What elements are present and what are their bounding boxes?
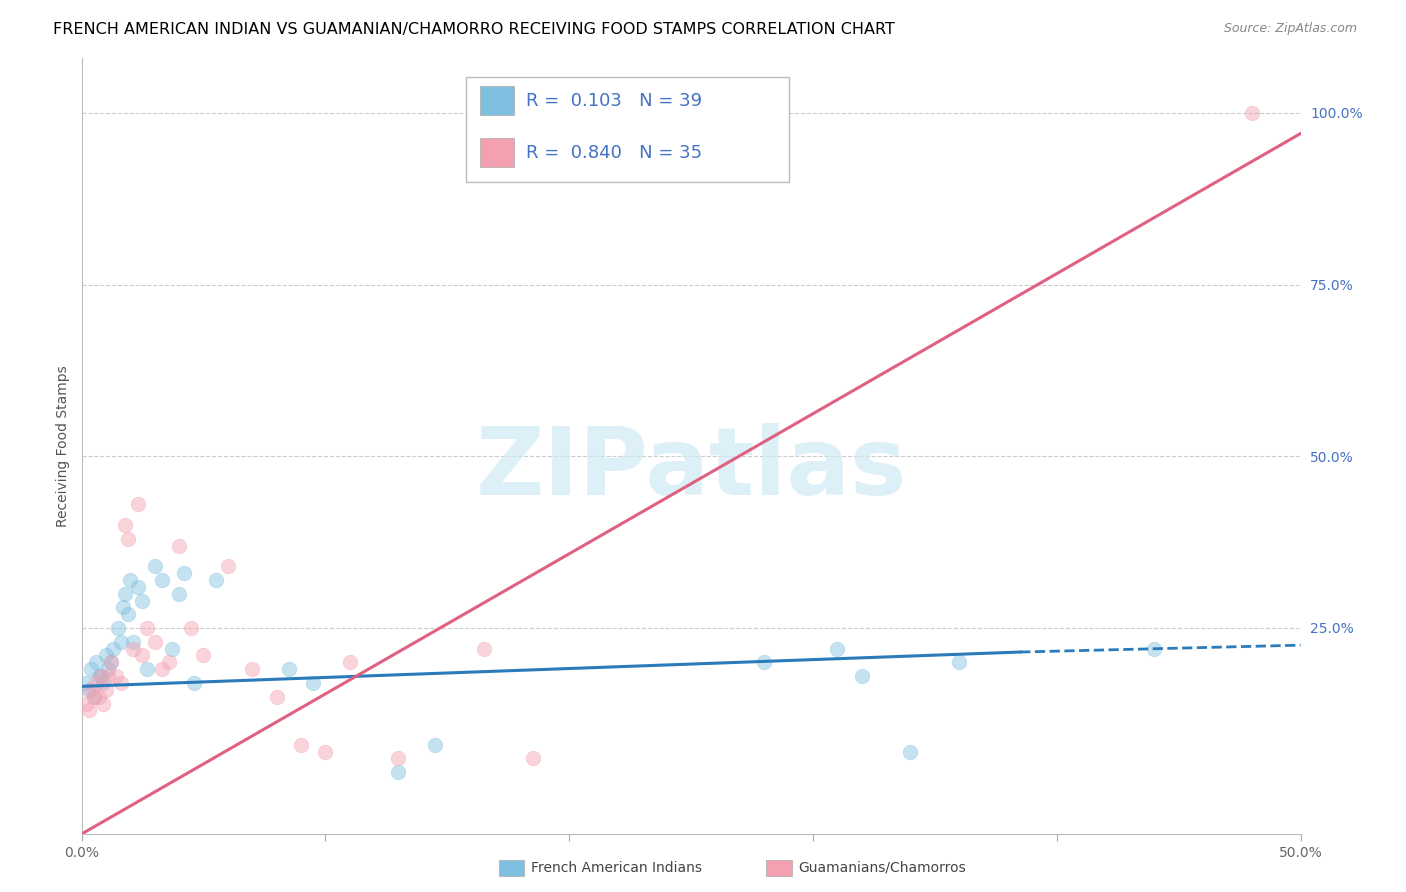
Point [90, 669, 112, 683]
Point [111, 600, 134, 615]
Point [97, 669, 120, 683]
Point [84, 676, 107, 690]
Point [1240, 106, 1263, 120]
Point [143, 634, 166, 648]
Point [1143, 641, 1166, 656]
Point [83, 690, 105, 704]
Point [277, 662, 299, 676]
Point [193, 648, 215, 663]
Text: Guamanians/Chamorros: Guamanians/Chamorros [799, 861, 966, 875]
Point [83, 690, 105, 704]
Point [77, 703, 100, 717]
Y-axis label: Receiving Food Stamps: Receiving Food Stamps [56, 365, 70, 527]
Text: ZIPatlas: ZIPatlas [475, 424, 907, 516]
Point [114, 587, 136, 601]
Point [110, 676, 132, 690]
Point [107, 621, 129, 635]
Point [167, 539, 190, 553]
Point [851, 669, 873, 683]
Point [160, 641, 183, 656]
Point [948, 656, 970, 670]
Point [97, 662, 120, 676]
Point [143, 559, 166, 574]
Point [204, 573, 226, 587]
Point [127, 580, 149, 594]
Point [423, 738, 446, 752]
Point [240, 662, 263, 676]
Point [75, 697, 97, 711]
Point [136, 662, 159, 676]
Point [150, 573, 173, 587]
Bar [481, 86, 515, 115]
Point [80, 682, 103, 697]
Point [94, 648, 117, 663]
Text: R =  0.840   N = 35: R = 0.840 N = 35 [526, 145, 703, 162]
Point [100, 656, 122, 670]
Point [77, 682, 100, 697]
Point [110, 634, 132, 648]
Point [314, 745, 336, 759]
Point [183, 676, 205, 690]
Point [754, 656, 776, 670]
Point [522, 751, 544, 765]
Text: FRENCH AMERICAN INDIAN VS GUAMANIAN/CHAMORRO RECEIVING FOOD STAMPS CORRELATION C: FRENCH AMERICAN INDIAN VS GUAMANIAN/CHAM… [53, 22, 896, 37]
Text: French American Indians: French American Indians [531, 861, 703, 875]
Point [157, 656, 180, 670]
Text: Source: ZipAtlas.com: Source: ZipAtlas.com [1223, 22, 1357, 36]
Point [180, 621, 202, 635]
Point [290, 738, 312, 752]
Bar [481, 138, 515, 167]
Point [387, 751, 409, 765]
Point [150, 662, 173, 676]
Point [131, 648, 153, 663]
Point [84, 656, 107, 670]
Point [75, 676, 97, 690]
Point [339, 656, 361, 670]
Point [103, 641, 125, 656]
Point [127, 497, 149, 511]
Point [167, 587, 190, 601]
Point [121, 634, 143, 648]
Point [387, 765, 409, 780]
FancyBboxPatch shape [465, 78, 789, 182]
Point [93, 697, 115, 711]
Point [100, 656, 122, 670]
Point [173, 566, 195, 580]
Point [217, 559, 239, 574]
Point [131, 593, 153, 607]
Point [117, 607, 139, 622]
Point [90, 669, 112, 683]
Point [120, 573, 142, 587]
Point [117, 532, 139, 546]
Point [114, 518, 136, 533]
Point [136, 621, 159, 635]
Point [900, 745, 922, 759]
Point [266, 690, 288, 704]
Point [472, 641, 495, 656]
Point [87, 690, 110, 704]
Point [87, 669, 110, 683]
Point [104, 669, 127, 683]
Point [93, 676, 115, 690]
Point [121, 641, 143, 656]
Point [302, 676, 325, 690]
Point [80, 662, 103, 676]
Text: R =  0.103   N = 39: R = 0.103 N = 39 [526, 92, 703, 110]
Point [94, 682, 117, 697]
Point [827, 641, 849, 656]
